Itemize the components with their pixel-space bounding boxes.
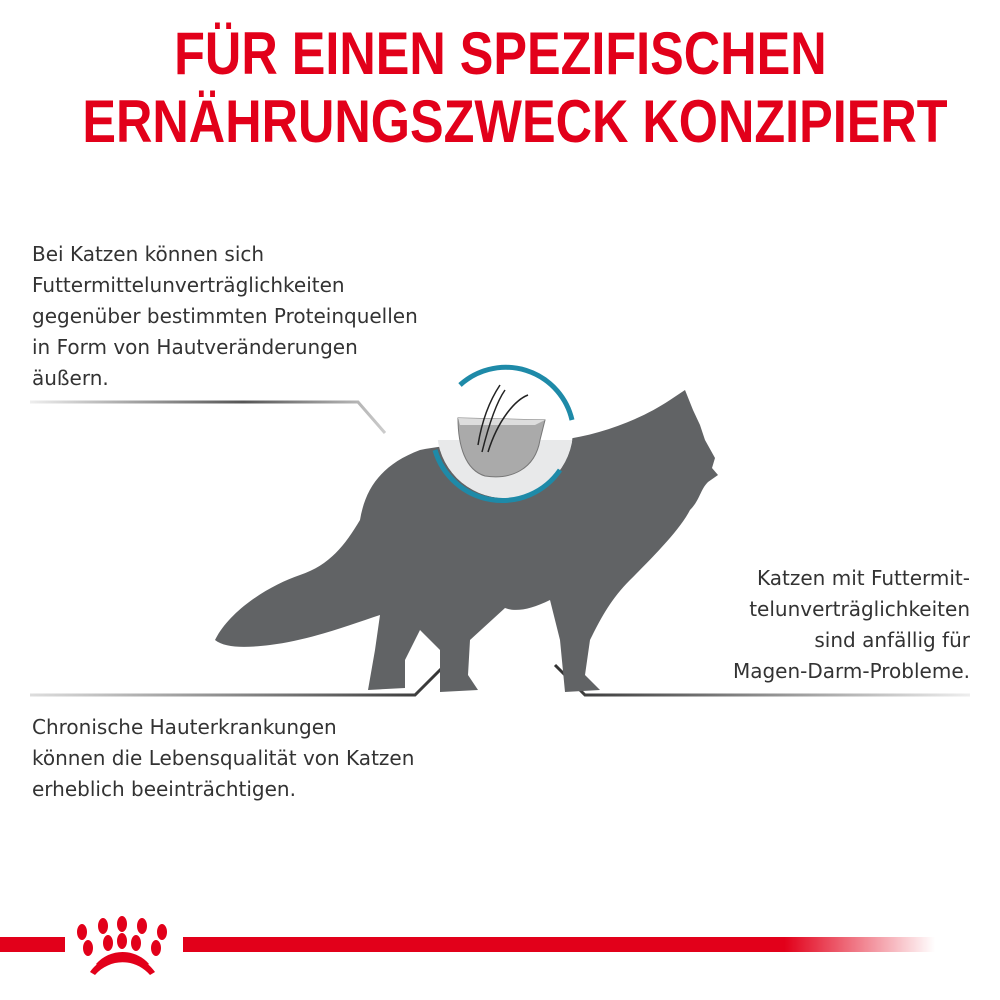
text-line: gegenüber bestimmten Proteinquellen [32,304,418,328]
text-line: in Form von Hautveränderungen [32,335,358,359]
text-line: Magen-Darm-Probleme. [732,659,970,683]
royal-canin-crown-logo [77,916,167,975]
callout-line-top-left [30,400,387,434]
text-line: erheblich beeinträchtigen. [32,777,296,801]
text-line: telunverträglichkeiten [749,597,970,621]
callout-text-top-left: Bei Katzen können sich Futtermittelunver… [32,239,418,394]
text-line: äußern. [32,366,109,390]
callout-text-right: Katzen mit Futtermit- telunverträglichke… [733,563,970,687]
callout-line-bottom-left [30,663,447,697]
text-line: Futtermittelunverträglichkeiten [32,273,345,297]
headline-line-1: FÜR EINEN SPEZIFISCHEN [173,20,827,87]
text-line: Chronische Hauterkrankungen [32,715,337,739]
headline-line-2: ERNÄHRUNGSZWECK KONZIPIERT [82,88,948,155]
text-line: Katzen mit Futtermit- [757,566,970,590]
cat-silhouette [215,390,718,692]
text-line: sind anfällig für [814,628,970,652]
callout-text-bottom-left: Chronische Hauterkrankungen können die L… [32,712,414,805]
brand-stripe [0,937,935,952]
text-line: Bei Katzen können sich [32,242,265,266]
text-line: können die Lebensqualität von Katzen [32,746,415,770]
